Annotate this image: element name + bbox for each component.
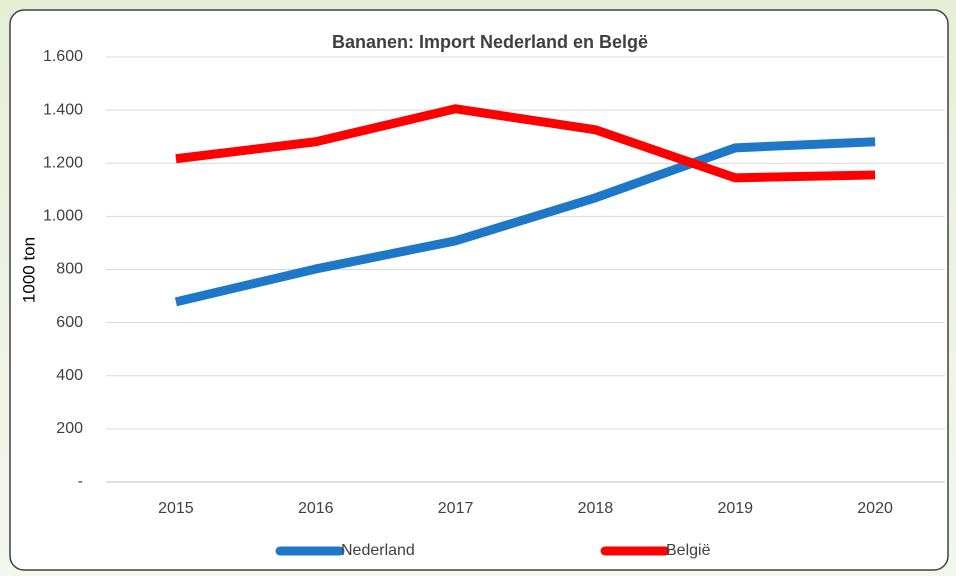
legend-label: België xyxy=(666,542,711,559)
y-tick-label: - xyxy=(78,473,83,490)
y-tick-label: 1.400 xyxy=(43,101,83,118)
x-tick-label: 2020 xyxy=(857,500,893,517)
chart-title: Bananen: Import Nederland en Belgë xyxy=(332,32,648,52)
y-tick-label: 1.000 xyxy=(43,208,83,225)
x-tick-label: 2017 xyxy=(438,500,474,517)
x-tick-label: 2018 xyxy=(578,500,614,517)
y-tick-label: 400 xyxy=(56,367,83,384)
y-axis-label: 1000 ton xyxy=(19,237,38,303)
y-tick-label: 1.200 xyxy=(43,154,83,171)
line-series xyxy=(174,137,876,307)
y-tick-label: 600 xyxy=(56,314,83,331)
x-tick-label: 2019 xyxy=(717,500,753,517)
line-series xyxy=(175,104,876,183)
y-tick-label: 200 xyxy=(56,420,83,437)
x-tick-label: 2015 xyxy=(158,500,194,517)
chart-frame xyxy=(9,9,949,571)
legend-label: Nederland xyxy=(341,542,415,559)
x-tick-label: 2016 xyxy=(298,500,334,517)
y-tick-label: 800 xyxy=(56,261,83,278)
y-tick-label: 1.600 xyxy=(43,48,83,65)
